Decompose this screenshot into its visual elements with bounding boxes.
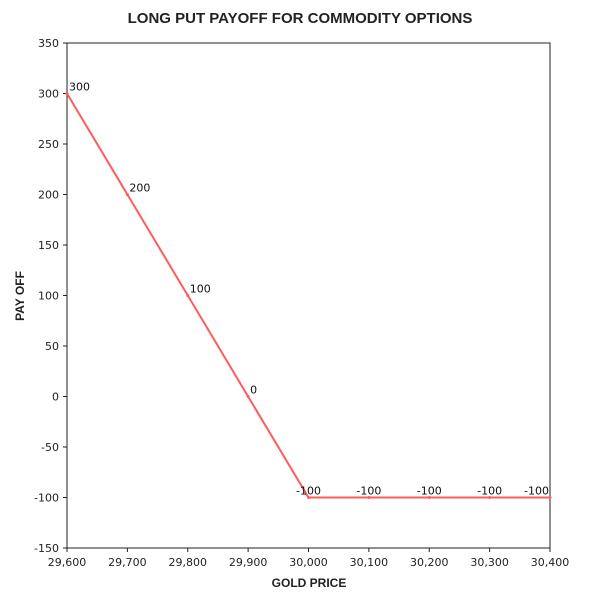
x-axis: 29,600 29,700 29,800 29,900 30,000 30,100 30,2… (48, 548, 570, 569)
x-tick-label: 29,600 (48, 556, 87, 569)
y-tick-label: 150 (38, 239, 59, 252)
y-tick-label: 100 (38, 290, 59, 303)
x-tick-label: 29,800 (169, 556, 208, 569)
data-point (186, 294, 190, 297)
data-label: 0 (250, 384, 257, 397)
data-point (367, 496, 371, 499)
data-label: 100 (190, 283, 211, 296)
data-label: -100 (417, 485, 442, 498)
x-tick-label: 30,100 (350, 556, 389, 569)
data-label: -100 (477, 485, 502, 498)
data-point (488, 496, 492, 499)
x-tick-label: 30,000 (289, 556, 328, 569)
y-tick-label: -50 (41, 441, 59, 454)
chart-title: LONG PUT PAYOFF FOR COMMODITY OPTIONS (128, 10, 473, 27)
y-tick-label: 250 (38, 138, 59, 151)
data-point (125, 193, 129, 196)
y-axis: 350 300 250 200 150 100 50 0 -50 -100 -150 (34, 37, 67, 555)
data-label: 300 (69, 81, 90, 94)
y-tick-label: -150 (34, 542, 59, 555)
data-label: -100 (524, 485, 549, 498)
data-point (548, 496, 552, 499)
data-point (65, 92, 69, 95)
data-point (307, 496, 310, 499)
x-tick-label: 30,200 (410, 556, 449, 569)
y-tick-label: 0 (52, 391, 59, 404)
data-point (427, 496, 431, 499)
x-tick-label: 30,400 (531, 556, 570, 569)
plot-area-border (66, 42, 551, 549)
x-tick-label: 29,700 (108, 556, 147, 569)
data-label: -100 (356, 485, 381, 498)
data-label-layer: 300 200 100 0 -100 -100 -100 -100 -100 (69, 81, 549, 498)
x-tick-label: 30,300 (470, 556, 509, 569)
x-axis-title: GOLD PRICE (272, 576, 347, 590)
data-point (246, 395, 250, 398)
y-axis-title: PAY OFF (13, 271, 27, 321)
series-layer (65, 92, 552, 499)
x-tick-label: 29,900 (229, 556, 268, 569)
y-tick-label: 200 (38, 189, 59, 202)
y-tick-label: 300 (38, 88, 59, 101)
data-label: -100 (296, 485, 321, 498)
data-label: 200 (129, 182, 150, 195)
y-tick-label: -100 (34, 492, 59, 505)
y-tick-label: 350 (38, 37, 59, 50)
payoff-line (66, 92, 550, 499)
y-tick-label: 50 (45, 340, 59, 353)
